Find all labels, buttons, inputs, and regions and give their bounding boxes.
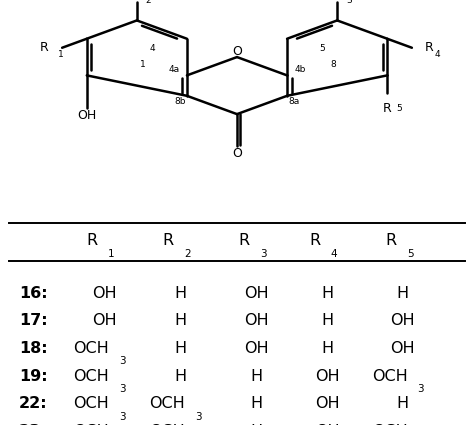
Text: R: R (87, 232, 98, 248)
Text: 2: 2 (184, 249, 191, 259)
Text: OH: OH (244, 313, 268, 329)
Text: 22:: 22: (19, 396, 47, 411)
Text: H: H (321, 313, 333, 329)
Text: O: O (232, 147, 242, 160)
Text: H: H (250, 396, 262, 411)
Text: OCH: OCH (149, 396, 185, 411)
Text: H: H (397, 286, 409, 301)
Text: OH: OH (315, 424, 339, 425)
Text: 3: 3 (260, 249, 266, 259)
Text: OH: OH (244, 286, 268, 301)
Text: 4a: 4a (169, 65, 180, 74)
Text: 18:: 18: (19, 341, 47, 356)
Text: R: R (238, 232, 250, 248)
Text: 19:: 19: (19, 368, 47, 384)
Text: 4: 4 (149, 44, 155, 53)
Text: OH: OH (315, 368, 339, 384)
Text: OCH: OCH (149, 424, 185, 425)
Text: 4: 4 (434, 50, 440, 59)
Text: H: H (250, 424, 262, 425)
Text: OCH: OCH (372, 424, 408, 425)
Text: 3: 3 (195, 411, 201, 422)
Text: R: R (425, 41, 434, 54)
Text: 17:: 17: (19, 313, 47, 329)
Text: R: R (310, 232, 321, 248)
Text: 23:: 23: (19, 424, 47, 425)
Text: 8b: 8b (174, 97, 186, 106)
Text: 3: 3 (418, 384, 424, 394)
Text: H: H (174, 313, 186, 329)
Text: H: H (397, 396, 409, 411)
Text: 3: 3 (119, 384, 126, 394)
Text: OH: OH (244, 341, 268, 356)
Text: 3: 3 (119, 356, 126, 366)
Text: 1: 1 (140, 60, 146, 69)
Text: R: R (163, 232, 174, 248)
Text: OH: OH (92, 313, 117, 329)
Text: R: R (385, 232, 397, 248)
Text: OH: OH (77, 109, 96, 122)
Text: H: H (174, 341, 186, 356)
Text: H: H (250, 368, 262, 384)
Text: 4b: 4b (294, 65, 306, 74)
Text: 5: 5 (319, 44, 325, 53)
Text: 2: 2 (146, 0, 152, 5)
Text: O: O (232, 45, 242, 58)
Text: OCH: OCH (73, 341, 109, 356)
Text: H: H (174, 368, 186, 384)
Text: H: H (321, 341, 333, 356)
Text: 3: 3 (346, 0, 352, 5)
Text: OCH: OCH (73, 396, 109, 411)
Text: 8a: 8a (288, 97, 299, 106)
Text: R: R (40, 41, 49, 54)
Text: 5: 5 (407, 249, 413, 259)
Text: 5: 5 (396, 104, 402, 113)
Text: OH: OH (391, 341, 415, 356)
Text: R: R (383, 102, 392, 115)
Text: OCH: OCH (372, 368, 408, 384)
Text: OH: OH (92, 286, 117, 301)
Text: OH: OH (391, 313, 415, 329)
Text: H: H (174, 286, 186, 301)
Text: 16:: 16: (19, 286, 47, 301)
Text: 8: 8 (331, 60, 337, 69)
Text: OH: OH (315, 396, 339, 411)
Text: 4: 4 (331, 249, 337, 259)
Text: 3: 3 (119, 411, 126, 422)
Text: OCH: OCH (73, 368, 109, 384)
Text: OCH: OCH (73, 424, 109, 425)
Text: 1: 1 (58, 50, 64, 59)
Text: 1: 1 (108, 249, 115, 259)
Text: H: H (321, 286, 333, 301)
